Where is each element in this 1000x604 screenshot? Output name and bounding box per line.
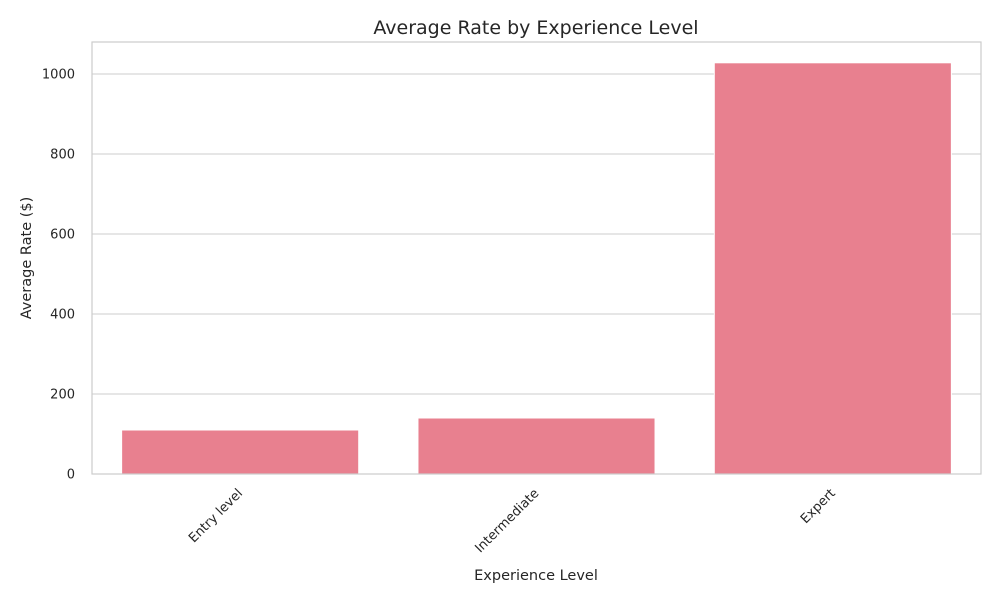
y-tick-label: 0	[67, 468, 75, 483]
y-tick-label: 1000	[42, 68, 75, 83]
y-tick-label: 800	[50, 148, 75, 163]
y-axis-label: Average Rate ($)	[19, 197, 35, 320]
chart-title: Average Rate by Experience Level	[373, 17, 698, 39]
x-tick-labels: Entry level Intermediate Expert	[186, 486, 839, 556]
x-tick-label: Expert	[798, 486, 839, 527]
y-tick-labels: 0 200 400 600 800 1000	[42, 68, 75, 483]
plot-frame	[91, 41, 982, 475]
bars	[121, 62, 952, 475]
x-tick-label: Intermediate	[472, 486, 542, 556]
bar-entry-level	[121, 429, 360, 475]
y-tick-label: 200	[50, 388, 75, 403]
x-tick-label: Entry level	[186, 486, 246, 546]
bar-intermediate	[417, 417, 656, 475]
bar-expert	[713, 62, 952, 475]
y-tick-label: 600	[50, 228, 75, 243]
x-axis-label: Experience Level	[474, 568, 598, 584]
y-tick-label: 400	[50, 308, 75, 323]
